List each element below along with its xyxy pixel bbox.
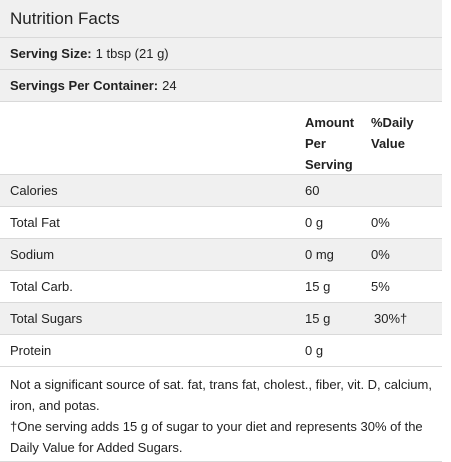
table-row: Sodium 0 mg 0%: [0, 239, 442, 271]
serving-size-label: Serving Size:: [10, 46, 92, 61]
servings-per-container-label: Servings Per Container:: [10, 78, 159, 93]
footnote-block: Not a significant source of sat. fat, tr…: [0, 367, 442, 462]
nutrient-daily-value: 5%: [371, 279, 390, 294]
nutrient-amount: 15 g: [305, 311, 331, 326]
table-row: Total Carb. 15 g 5%: [0, 271, 442, 303]
table-header-row: Amount Per Serving %Daily Value: [0, 102, 442, 175]
table-row: Total Fat 0 g 0%: [0, 207, 442, 239]
nutrient-amount: 0 mg: [305, 247, 334, 262]
serving-size-row: Serving Size: 1 tbsp (21 g): [0, 38, 442, 70]
servings-per-container-value: 24: [162, 78, 177, 93]
nutrient-daily-value: 0%: [371, 247, 390, 262]
nutrient-amount: 60: [305, 183, 320, 198]
nutrient-name: Sodium: [10, 247, 55, 262]
nutrient-amount: 0 g: [305, 343, 324, 358]
servings-per-container-row: Servings Per Container: 24: [0, 70, 442, 102]
panel-title: Nutrition Facts: [10, 8, 120, 28]
serving-size-value: 1 tbsp (21 g): [95, 46, 169, 61]
nutrient-name: Total Carb.: [10, 279, 73, 294]
nutrient-amount: 0 g: [305, 215, 324, 230]
nutrient-table: Amount Per Serving %Daily Value Calories…: [0, 102, 442, 367]
nutrient-amount: 15 g: [305, 279, 331, 294]
nutrient-name: Calories: [10, 183, 58, 198]
table-row: Total Sugars 15 g 30%†: [0, 303, 442, 335]
nutrient-daily-value: 0%: [371, 215, 390, 230]
nutrient-name: Total Fat: [10, 215, 60, 230]
table-row: Calories 60: [0, 175, 442, 207]
header-daily-value: %Daily Value: [371, 115, 414, 151]
title-bar: Nutrition Facts: [0, 0, 442, 38]
nutrient-name: Total Sugars: [10, 311, 83, 326]
nutrient-name: Protein: [10, 343, 52, 358]
table-row: Protein 0 g: [0, 335, 442, 367]
nutrient-daily-value: 30%†: [374, 311, 408, 326]
footnote-sugar-text: †One serving adds 15 g of sugar to your …: [10, 419, 423, 455]
footnote-text: Not a significant source of sat. fat, tr…: [10, 377, 432, 413]
header-amount-per-serving: Amount Per Serving: [305, 115, 355, 172]
